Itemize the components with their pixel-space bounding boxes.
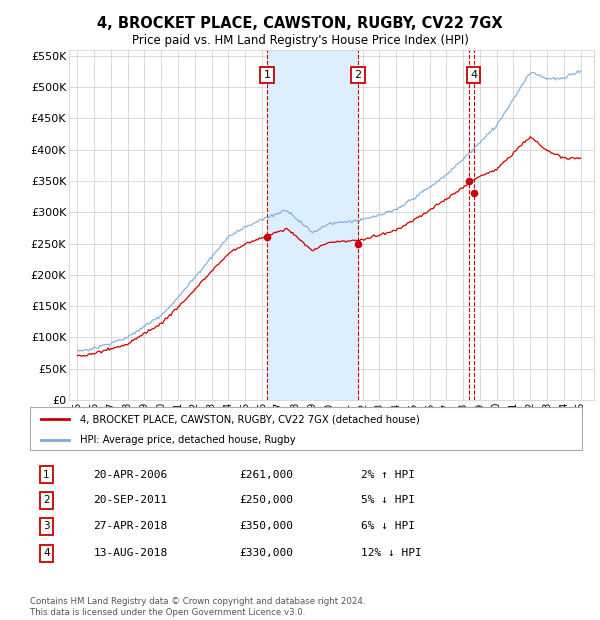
Text: 2: 2 [354,69,361,79]
Text: 2% ↑ HPI: 2% ↑ HPI [361,469,415,479]
Text: 20-SEP-2011: 20-SEP-2011 [94,495,168,505]
Text: HPI: Average price, detached house, Rugby: HPI: Average price, detached house, Rugb… [80,435,295,445]
Text: £261,000: £261,000 [240,469,294,479]
Text: 12% ↓ HPI: 12% ↓ HPI [361,549,422,559]
Text: 13-AUG-2018: 13-AUG-2018 [94,549,168,559]
Text: Contains HM Land Registry data © Crown copyright and database right 2024.
This d: Contains HM Land Registry data © Crown c… [30,598,365,617]
Text: 2: 2 [43,495,50,505]
Text: 4: 4 [43,549,50,559]
Bar [267,50,358,400]
Text: 4, BROCKET PLACE, CAWSTON, RUGBY, CV22 7GX (detached house): 4, BROCKET PLACE, CAWSTON, RUGBY, CV22 7… [80,414,419,424]
Text: 4, BROCKET PLACE, CAWSTON, RUGBY, CV22 7GX: 4, BROCKET PLACE, CAWSTON, RUGBY, CV22 7… [97,16,503,30]
Text: 20-APR-2006: 20-APR-2006 [94,469,168,479]
Text: £250,000: £250,000 [240,495,294,505]
Text: 1: 1 [263,69,271,79]
Text: 5% ↓ HPI: 5% ↓ HPI [361,495,415,505]
Text: £350,000: £350,000 [240,521,294,531]
Text: 3: 3 [43,521,50,531]
Text: 1: 1 [43,469,50,479]
FancyBboxPatch shape [30,407,582,450]
Text: 6% ↓ HPI: 6% ↓ HPI [361,521,415,531]
Text: 4: 4 [470,69,477,79]
Text: 27-APR-2018: 27-APR-2018 [94,521,168,531]
Text: Price paid vs. HM Land Registry's House Price Index (HPI): Price paid vs. HM Land Registry's House … [131,34,469,47]
Text: £330,000: £330,000 [240,549,294,559]
